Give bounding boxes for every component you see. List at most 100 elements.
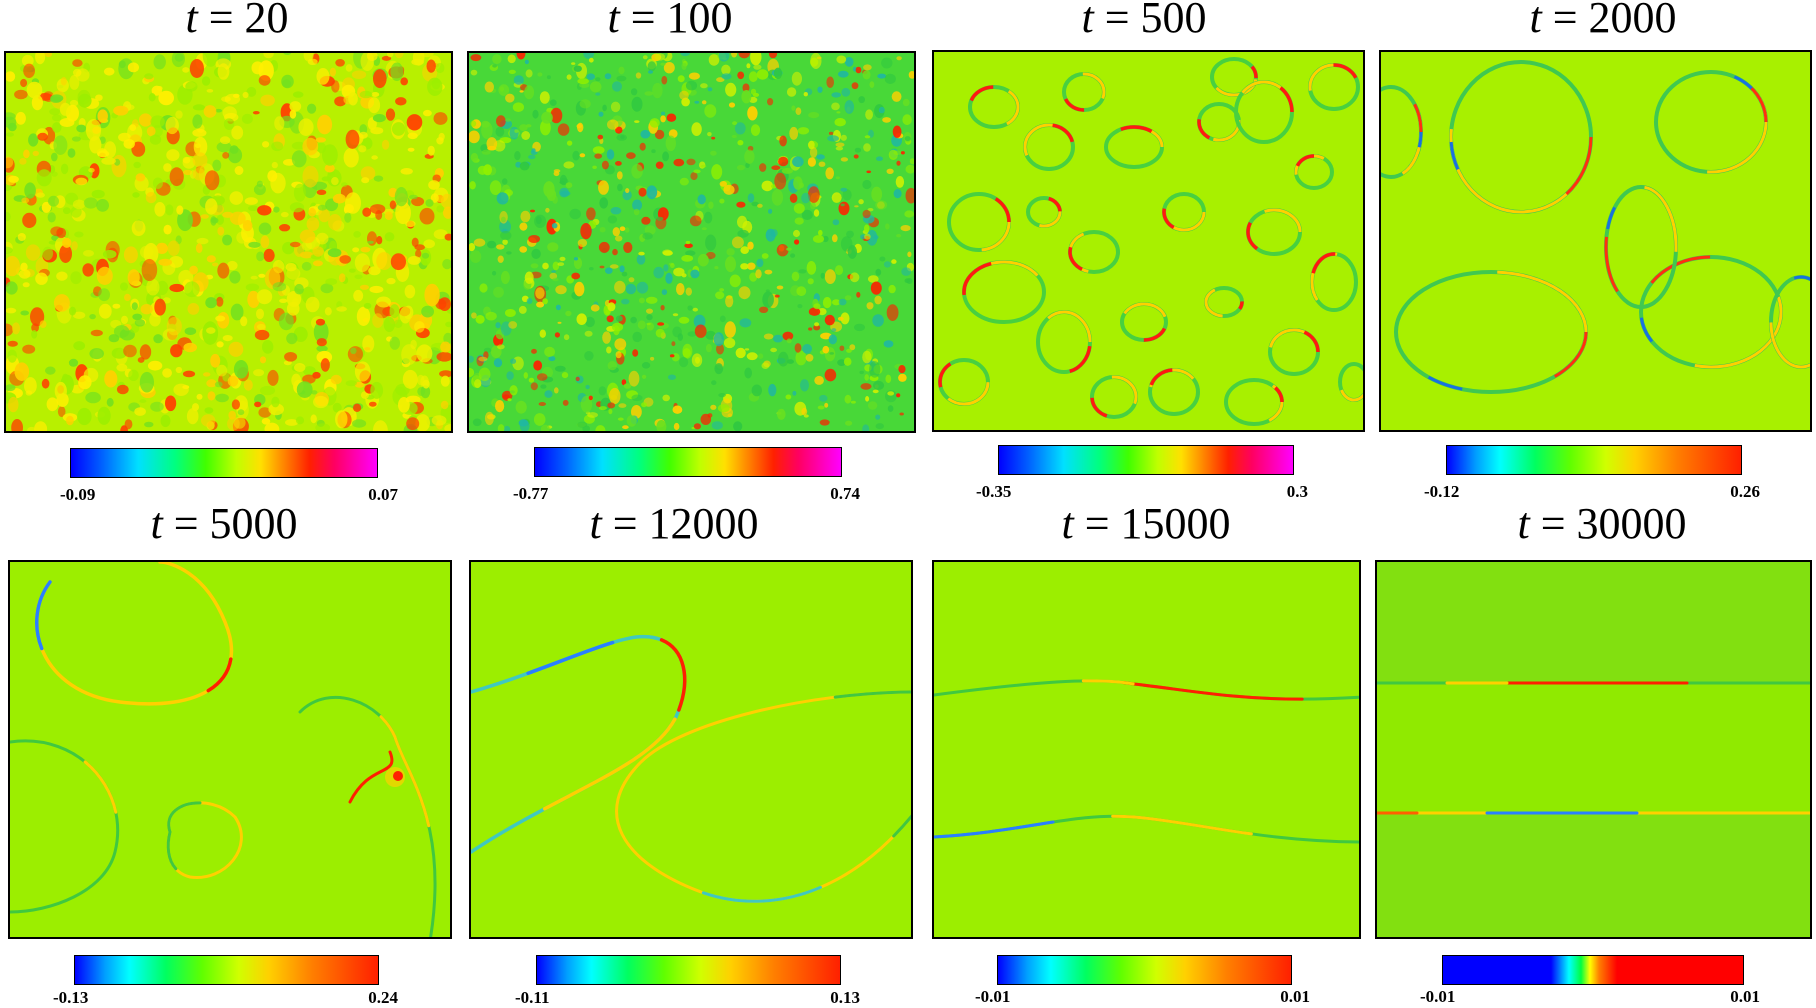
field-blob	[185, 81, 198, 92]
field-blob	[260, 235, 270, 249]
field-blob	[869, 81, 875, 88]
field-blob	[106, 397, 114, 407]
field-blob	[112, 303, 121, 309]
field-blob	[153, 334, 163, 344]
field-blob	[445, 321, 451, 328]
field-blob	[820, 272, 825, 279]
field-blob	[53, 135, 68, 155]
field-blob	[263, 53, 274, 59]
field-blob	[850, 400, 856, 404]
field-blob	[776, 285, 784, 290]
field-blob	[533, 360, 543, 371]
field-blob	[26, 426, 37, 431]
field-blob	[286, 301, 300, 316]
field-blob	[372, 114, 386, 123]
field-blob	[158, 90, 174, 106]
field-blob	[496, 115, 506, 127]
field-blob	[697, 194, 706, 205]
field-blob	[731, 236, 744, 249]
field-blob	[524, 271, 534, 284]
field-blob	[753, 64, 762, 70]
field-blob	[691, 122, 702, 136]
droplet-interface	[1162, 192, 1206, 232]
field-blob	[625, 283, 637, 295]
field-plot-t5000	[8, 560, 452, 939]
field-blob	[32, 150, 39, 157]
colorbar-min-label: -0.77	[513, 484, 549, 503]
field-blob	[383, 316, 395, 333]
field-blob	[644, 91, 654, 96]
field-blob	[132, 313, 143, 320]
field-blob	[807, 157, 816, 167]
field-blob	[774, 172, 787, 190]
field-blob	[871, 186, 883, 202]
field-blob	[291, 373, 302, 388]
field-blob	[528, 377, 535, 383]
field-blob	[859, 370, 864, 375]
field-blob	[28, 133, 39, 147]
field-blob	[67, 148, 76, 158]
field-blob	[836, 55, 847, 64]
field-blob	[625, 188, 630, 194]
field-blob	[771, 189, 784, 206]
colorbar-max-label: 0.26	[1730, 482, 1760, 501]
field-blob	[762, 291, 774, 308]
field-blob	[367, 240, 374, 244]
field-blob	[867, 208, 874, 212]
field-blob	[20, 262, 28, 271]
field-blob	[557, 321, 562, 324]
field-blob	[899, 412, 904, 416]
field-blob	[354, 361, 371, 382]
field-blob	[196, 393, 203, 400]
colorbar-max-label: 0.74	[830, 484, 860, 503]
field-blob	[648, 70, 653, 74]
field-blob	[705, 251, 716, 260]
field-blob	[303, 366, 316, 376]
field-blob	[479, 283, 488, 293]
droplet-interface	[1104, 125, 1164, 169]
field-blob	[111, 154, 127, 178]
field-blob	[819, 419, 830, 426]
time-value: 100	[666, 0, 733, 42]
field-blob	[705, 343, 712, 353]
field-blob	[171, 53, 185, 68]
field-blob	[258, 407, 272, 418]
field-blob	[646, 314, 653, 321]
field-blob	[583, 53, 595, 59]
droplet-interface	[1036, 310, 1092, 374]
field-blob	[217, 63, 230, 80]
equals-sign: =	[197, 0, 245, 42]
field-blob	[15, 111, 26, 125]
field-blob	[872, 380, 885, 390]
field-blob	[160, 414, 171, 428]
field-blob	[789, 126, 799, 140]
field-blob	[508, 321, 518, 329]
droplet-interface	[1234, 80, 1294, 144]
field-blob	[623, 242, 633, 253]
field-blob	[802, 344, 812, 354]
field-blob	[175, 110, 183, 119]
field-blob	[710, 404, 717, 410]
field-blob	[169, 283, 185, 293]
field-blob	[829, 352, 834, 355]
field-blob	[242, 91, 249, 99]
field-blob	[149, 312, 161, 327]
field-blob	[310, 414, 317, 424]
field-blob	[816, 56, 822, 60]
field-blob	[35, 272, 48, 285]
field-blob	[555, 304, 561, 311]
field-blob	[97, 109, 108, 123]
field-blob	[353, 403, 362, 412]
field-blob	[700, 83, 708, 89]
field-blob	[316, 232, 329, 245]
field-plot-t500	[932, 50, 1365, 432]
field-blob	[747, 106, 758, 121]
field-blob	[24, 182, 36, 199]
field-blob	[215, 108, 223, 113]
field-blob	[406, 417, 420, 431]
field-blob	[536, 301, 545, 308]
colorbar-min-label: -0.13	[53, 988, 89, 1007]
field-blob	[742, 83, 750, 92]
field-blob	[400, 168, 413, 175]
field-blob	[737, 215, 748, 229]
